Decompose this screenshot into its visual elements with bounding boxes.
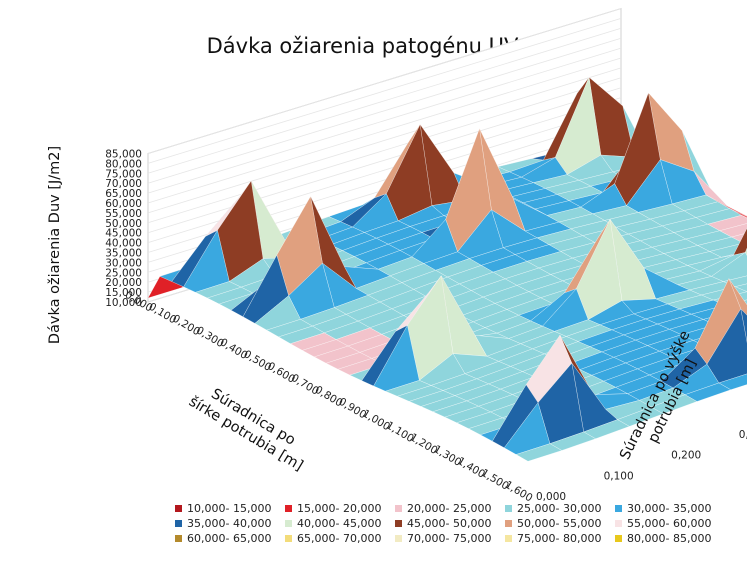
y-tick-label: 0,300: [739, 429, 747, 441]
legend-swatch: [175, 535, 182, 542]
z-gridline: [147, 57, 622, 204]
z-tick-label: 85,000: [105, 149, 142, 161]
y-tick-label: 0,000: [536, 491, 566, 503]
legend: 10,000- 15,000 15,000- 20,000 20,000- 25,0…: [175, 502, 711, 545]
legend-label: 60,000- 65,000: [187, 532, 271, 545]
legend-label: 50,000- 55,000: [517, 517, 601, 530]
z-gridline: [147, 77, 622, 224]
z-tick-label: 55,000: [105, 208, 142, 220]
z-tick-label: 30,000: [105, 257, 142, 269]
dose-surface: [147, 76, 747, 462]
z-tick-label: 10,000: [105, 297, 142, 309]
surface-cell: [515, 443, 563, 462]
legend-swatch: [175, 520, 182, 527]
legend-swatch: [395, 535, 402, 542]
z-gridline: [147, 18, 622, 164]
legend-label: 35,000- 40,000: [187, 517, 271, 530]
z-tick-label: 70,000: [105, 178, 142, 190]
z-tick-label: 45,000: [105, 228, 142, 240]
legend-swatch: [395, 520, 402, 527]
y-tick-label: 0,100: [604, 470, 634, 482]
z-gridline: [147, 47, 622, 194]
z-tick-label: 60,000: [105, 198, 142, 210]
z-tick-label: 25,000: [105, 267, 142, 279]
legend-label: 20,000- 25,000: [407, 502, 491, 515]
legend-swatch: [505, 505, 512, 512]
legend-label: 65,000- 70,000: [297, 532, 381, 545]
legend-swatch: [285, 505, 292, 512]
legend-swatch: [285, 535, 292, 542]
y-tick-label: 0,200: [671, 450, 701, 462]
legend-label: 40,000- 45,000: [297, 517, 381, 530]
x-tick-label: 1,600: [503, 479, 535, 505]
legend-label: 30,000- 35,000: [627, 502, 711, 515]
z-tick-label: 50,000: [105, 218, 142, 230]
z-gridline: [147, 37, 622, 184]
legend-label: 55,000- 60,000: [627, 517, 711, 530]
z-tick-label: 75,000: [105, 168, 142, 180]
legend-swatch: [505, 520, 512, 527]
legend-swatch: [285, 520, 292, 527]
z-tick-label: 20,000: [105, 277, 142, 289]
z-tick-label: 15,000: [105, 287, 142, 299]
legend-label: 45,000- 50,000: [407, 517, 491, 530]
z-gridline: [147, 87, 622, 234]
z-axis-ticks: 10,00015,00020,00025,00030,00035,00040,0…: [105, 149, 142, 310]
legend-swatch: [615, 505, 622, 512]
z-tick-label: 65,000: [105, 188, 142, 200]
z-gridline: [147, 27, 622, 174]
legend-label: 70,000- 75,000: [407, 532, 491, 545]
legend-label: 10,000- 15,000: [187, 502, 271, 515]
legend-label: 15,000- 20,000: [297, 502, 381, 515]
z-tick-label: 40,000: [105, 238, 142, 250]
legend-swatch: [175, 505, 182, 512]
x-axis-label: Súradnica po šírke potrubia [m]: [186, 378, 315, 474]
z-gridline: [147, 8, 622, 154]
legend-swatch: [505, 535, 512, 542]
legend-swatch: [615, 535, 622, 542]
legend-swatch: [615, 520, 622, 527]
legend-label: 75,000- 80,000: [517, 532, 601, 545]
legend-swatch: [395, 505, 402, 512]
legend-label: 25,000- 30,000: [517, 502, 601, 515]
z-tick-label: 35,000: [105, 248, 142, 260]
legend-label: 80,000- 85,000: [627, 532, 711, 545]
z-tick-label: 80,000: [105, 158, 142, 170]
z-gridline: [147, 67, 622, 214]
z-axis-label: Dávka ožiarenia Duv [J/m2]: [47, 146, 63, 344]
